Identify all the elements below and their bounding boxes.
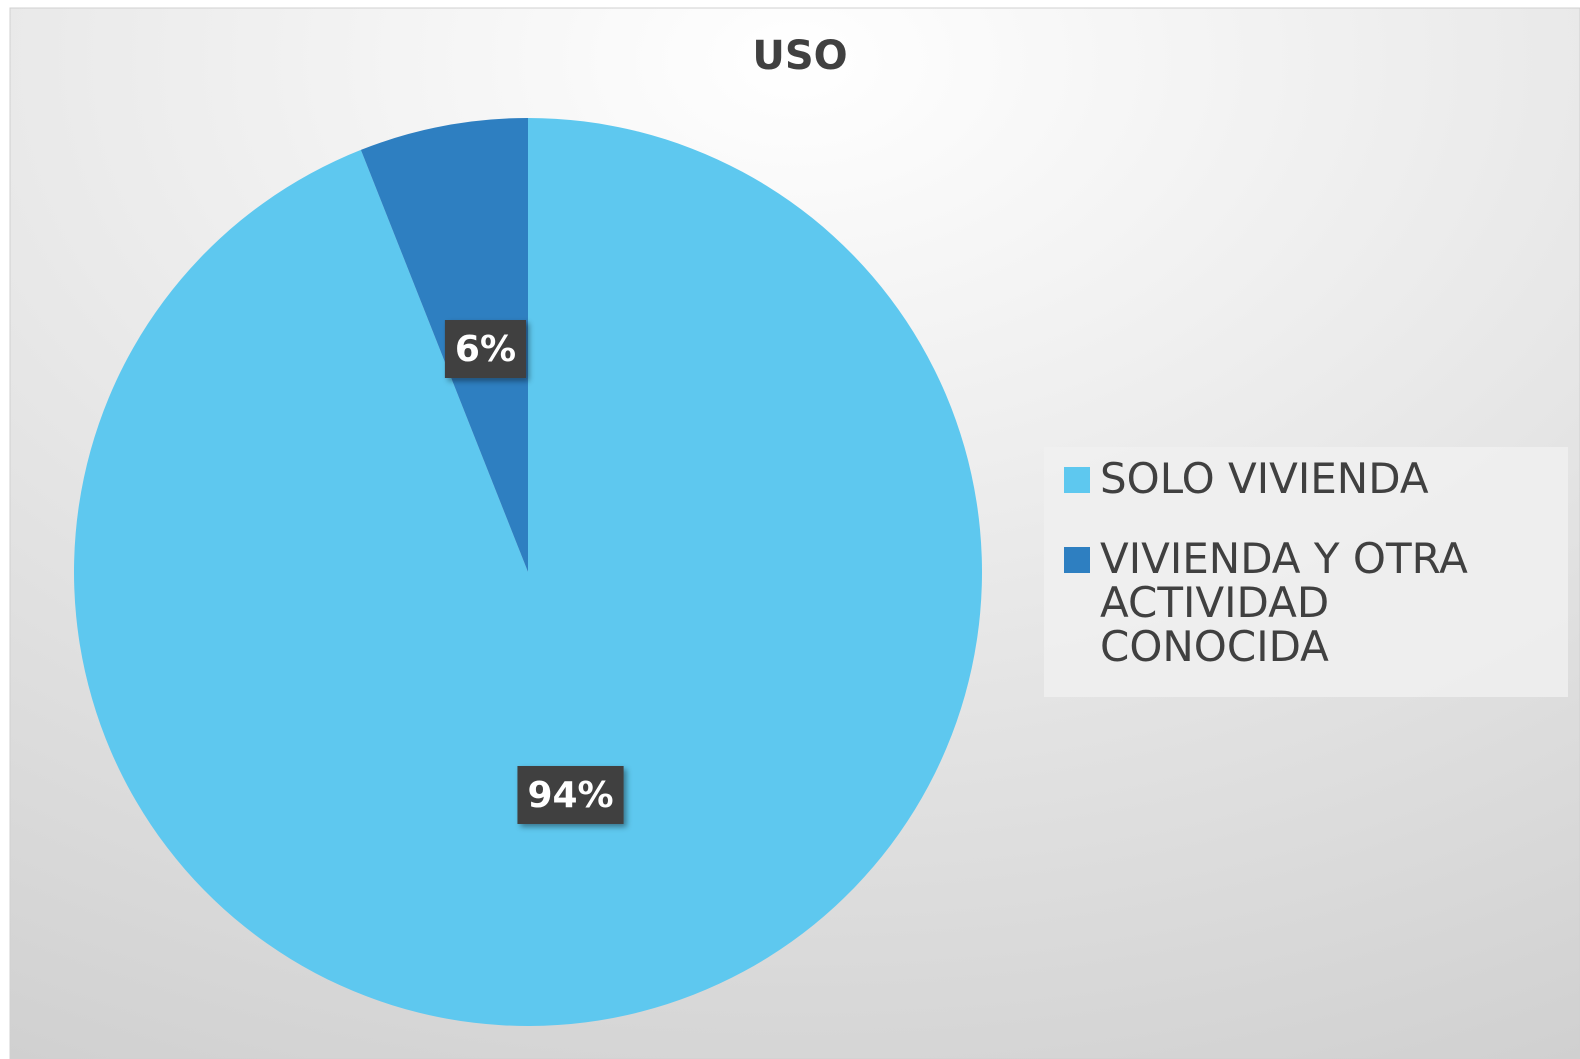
data-labels: 94% 6% bbox=[444, 320, 624, 824]
chart-title: USO bbox=[752, 33, 847, 79]
legend-item: VIVIENDA Y OTRA ACTIVIDAD CONOCIDA bbox=[1064, 537, 1568, 669]
data-label: 6% bbox=[455, 329, 516, 370]
data-label: 94% bbox=[527, 775, 613, 816]
pie-slice bbox=[360, 118, 528, 572]
legend-label: SOLO VIVIENDA bbox=[1100, 454, 1429, 503]
legend-label: VIVIENDA Y OTRA ACTIVIDAD CONOCIDA bbox=[1100, 534, 1468, 671]
legend: SOLO VIVIENDA VIVIENDA Y OTRA ACTIVIDAD C… bbox=[1044, 447, 1568, 697]
pie bbox=[73, 118, 982, 1027]
legend-swatch bbox=[1064, 467, 1090, 493]
pie-slice bbox=[73, 118, 982, 1027]
legend-item: SOLO VIVIENDA bbox=[1064, 457, 1568, 501]
legend-swatch bbox=[1064, 547, 1090, 573]
data-label-box bbox=[517, 765, 624, 824]
data-label-box bbox=[444, 320, 527, 379]
